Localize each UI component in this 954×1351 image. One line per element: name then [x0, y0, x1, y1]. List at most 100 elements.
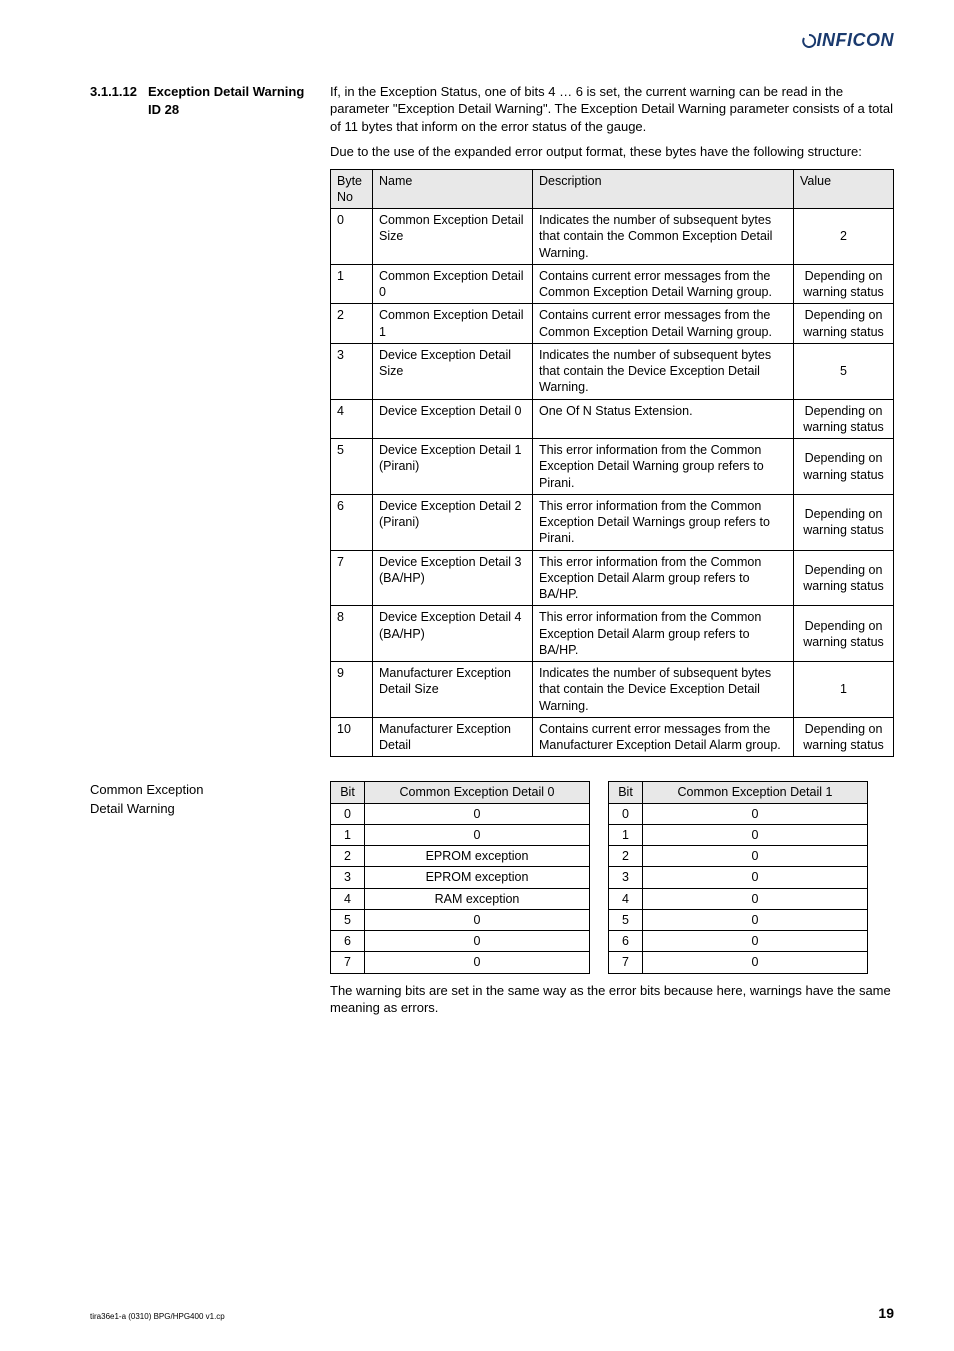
col-header-value: Value [794, 169, 894, 209]
page: INFICON 3.1.1.12 Exception Detail Warnin… [0, 0, 954, 1351]
cell-value: Depending on warning status [794, 494, 894, 550]
table-row: 00 [331, 803, 590, 824]
cell-bit: 2 [609, 846, 643, 867]
table-row: 00 [609, 803, 868, 824]
cell-byte: 1 [331, 264, 373, 304]
table-row: 50 [331, 909, 590, 930]
cell-desc: This error information from the Common E… [533, 550, 794, 606]
cell-bit: 0 [609, 803, 643, 824]
table-header-row: Byte No Name Description Value [331, 169, 894, 209]
table-row: 10 [609, 824, 868, 845]
table-row: 70 [331, 952, 590, 973]
col-header-label: Common Exception Detail 1 [643, 782, 868, 803]
table-row: 30 [609, 867, 868, 888]
cell-desc: Contains current error messages from the… [533, 304, 794, 344]
cell-bit: 2 [331, 846, 365, 867]
cell-byte: 7 [331, 550, 373, 606]
table-row: 10 [331, 824, 590, 845]
cell-name: Device Exception Detail 0 [373, 399, 533, 439]
section-title-line1: Exception Detail Warning [148, 84, 304, 99]
cell-byte: 0 [331, 209, 373, 265]
cell-byte: 3 [331, 343, 373, 399]
logo-swirl-icon [802, 34, 816, 48]
bit-table-0-body: 00102EPROM exception3EPROM exception4RAM… [331, 803, 590, 973]
cell-bit: 4 [609, 888, 643, 909]
subsection-row: Common Exception Detail Warning Bit Comm… [90, 781, 894, 1024]
cell-value: 1 [794, 662, 894, 718]
section-number: 3.1.1.12 [90, 83, 148, 119]
cell-bit: 6 [609, 931, 643, 952]
table-row: 6Device Exception Detail 2 (Pirani)This … [331, 494, 894, 550]
cell-value: Depending on warning status [794, 264, 894, 304]
table-row: 3Device Exception Detail SizeIndicates t… [331, 343, 894, 399]
cell-name: Device Exception Detail 2 (Pirani) [373, 494, 533, 550]
col-header-bit: Bit [609, 782, 643, 803]
col-header-byte: Byte No [331, 169, 373, 209]
table-row: 9Manufacturer Exception Detail SizeIndic… [331, 662, 894, 718]
table-header-row: Bit Common Exception Detail 1 [609, 782, 868, 803]
cell-name: Common Exception Detail 0 [373, 264, 533, 304]
cell-value: RAM exception [365, 888, 590, 909]
cell-value: 0 [365, 909, 590, 930]
cell-desc: Indicates the number of subsequent bytes… [533, 343, 794, 399]
cell-byte: 10 [331, 717, 373, 757]
section-title-line2: ID 28 [148, 102, 179, 117]
inficon-logo: INFICON [802, 30, 895, 51]
table-row: 1Common Exception Detail 0Contains curre… [331, 264, 894, 304]
section-body: If, in the Exception Status, one of bits… [330, 83, 894, 776]
cell-byte: 5 [331, 439, 373, 495]
cell-name: Device Exception Detail 1 (Pirani) [373, 439, 533, 495]
cell-value: Depending on warning status [794, 550, 894, 606]
cell-bit: 7 [331, 952, 365, 973]
cell-desc: Contains current error messages from the… [533, 717, 794, 757]
table-row: 2EPROM exception [331, 846, 590, 867]
table-row: 20 [609, 846, 868, 867]
cell-desc: This error information from the Common E… [533, 606, 794, 662]
cell-name: Common Exception Detail Size [373, 209, 533, 265]
cell-bit: 3 [331, 867, 365, 888]
page-number: 19 [878, 1305, 894, 1321]
subsection-title-line1: Common Exception [90, 782, 203, 797]
intro-para-2: Due to the use of the expanded error out… [330, 143, 894, 161]
col-header-label: Common Exception Detail 0 [365, 782, 590, 803]
cell-name: Manufacturer Exception Detail Size [373, 662, 533, 718]
cell-bit: 5 [609, 909, 643, 930]
cell-bit: 4 [331, 888, 365, 909]
cell-bit: 7 [609, 952, 643, 973]
cell-value: EPROM exception [365, 867, 590, 888]
subsection-heading-col: Common Exception Detail Warning [90, 781, 330, 817]
cell-value: Depending on warning status [794, 606, 894, 662]
cell-bit: 5 [331, 909, 365, 930]
cell-byte: 8 [331, 606, 373, 662]
cell-byte: 2 [331, 304, 373, 344]
logo-text: INFICON [817, 30, 895, 51]
table-row: 8Device Exception Detail 4 (BA/HP)This e… [331, 606, 894, 662]
bit-tables-row: Bit Common Exception Detail 0 00102EPROM… [330, 781, 894, 973]
table-row: 40 [609, 888, 868, 909]
table-row: 5Device Exception Detail 1 (Pirani)This … [331, 439, 894, 495]
cell-value: Depending on warning status [794, 304, 894, 344]
cell-desc: This error information from the Common E… [533, 439, 794, 495]
table-row: 70 [609, 952, 868, 973]
cell-value: 0 [643, 867, 868, 888]
footer-doc-id: tira36e1-a (0310) BPG/HPG400 v1.cp [90, 1312, 225, 1321]
bit-table-1-body: 0010203040506070 [609, 803, 868, 973]
cell-bit: 6 [331, 931, 365, 952]
cell-value: 0 [365, 952, 590, 973]
cell-name: Manufacturer Exception Detail [373, 717, 533, 757]
cell-name: Device Exception Detail 3 (BA/HP) [373, 550, 533, 606]
cell-value: EPROM exception [365, 846, 590, 867]
cell-desc: Indicates the number of subsequent bytes… [533, 662, 794, 718]
table-row: 2Common Exception Detail 1Contains curre… [331, 304, 894, 344]
cell-value: 0 [643, 952, 868, 973]
byte-structure-table: Byte No Name Description Value 0Common E… [330, 169, 894, 758]
cell-value: 0 [365, 824, 590, 845]
table-row: 4Device Exception Detail 0One Of N Statu… [331, 399, 894, 439]
cell-value: 0 [365, 803, 590, 824]
cell-value: 0 [643, 803, 868, 824]
bit-table-1: Bit Common Exception Detail 1 0010203040… [608, 781, 868, 973]
section-row: 3.1.1.12 Exception Detail Warning ID 28 … [90, 83, 894, 776]
cell-value: 0 [643, 846, 868, 867]
subsection-body: Bit Common Exception Detail 0 00102EPROM… [330, 781, 894, 1024]
cell-value: Depending on warning status [794, 399, 894, 439]
